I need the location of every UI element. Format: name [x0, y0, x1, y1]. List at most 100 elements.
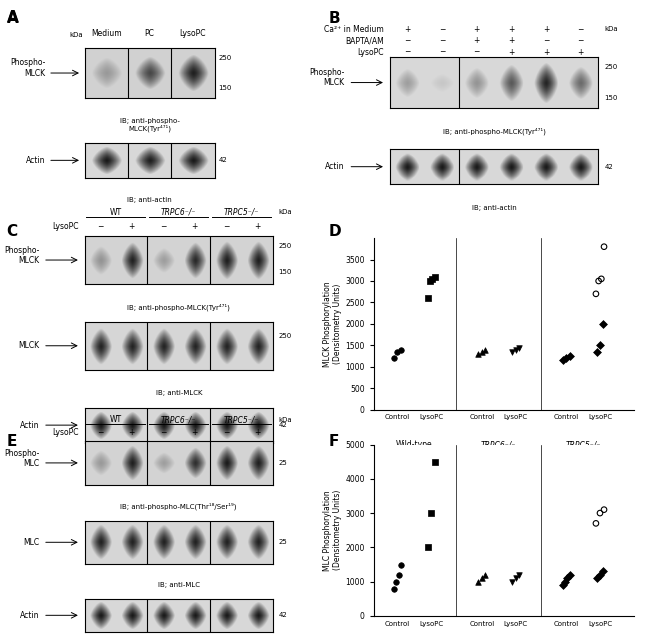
- Text: +: +: [191, 428, 198, 437]
- Text: −: −: [439, 48, 445, 57]
- Text: IB; anti-actin: IB; anti-actin: [157, 464, 201, 469]
- Text: −: −: [577, 36, 584, 45]
- Text: 150: 150: [218, 85, 232, 91]
- Text: WT: WT: [110, 415, 122, 424]
- Point: [514, 570, 524, 580]
- Text: BAPTA/AM: BAPTA/AM: [345, 36, 384, 45]
- Text: −: −: [160, 222, 166, 231]
- Point: [422, 293, 433, 304]
- Text: IB; anti-phospho-MLCK(Tyr⁴⁷¹): IB; anti-phospho-MLCK(Tyr⁴⁷¹): [127, 304, 230, 311]
- Point: [389, 584, 399, 594]
- Text: D: D: [328, 224, 341, 239]
- Text: −: −: [404, 36, 411, 45]
- Text: −: −: [223, 222, 229, 231]
- Text: +: +: [473, 36, 480, 45]
- Text: Actin: Actin: [325, 162, 344, 171]
- Point: [558, 355, 568, 365]
- Text: 150: 150: [279, 269, 292, 275]
- Text: Phospho-
MLCK: Phospho- MLCK: [10, 58, 46, 77]
- Point: [396, 559, 406, 570]
- Point: [514, 343, 524, 353]
- Text: WT: WT: [110, 208, 122, 217]
- Y-axis label: MLCK Phosphorylation
(Densitometry Units): MLCK Phosphorylation (Densitometry Units…: [323, 281, 343, 366]
- Text: Medium: Medium: [91, 29, 122, 39]
- Text: −: −: [97, 222, 103, 231]
- Text: −: −: [160, 428, 166, 437]
- Text: IB; anti-phospho-
MLCK(Tyr⁴⁷¹): IB; anti-phospho- MLCK(Tyr⁴⁷¹): [120, 117, 179, 133]
- Text: +: +: [473, 25, 480, 34]
- Point: [422, 542, 433, 552]
- Point: [591, 518, 601, 528]
- Text: kDa: kDa: [279, 210, 293, 215]
- Point: [592, 573, 602, 584]
- Point: [558, 580, 568, 590]
- Text: MLC: MLC: [23, 538, 39, 547]
- Text: IB; anti-phospho-MLC(Thr¹⁸/Ser¹⁹): IB; anti-phospho-MLC(Thr¹⁸/Ser¹⁹): [120, 503, 237, 510]
- Point: [560, 577, 570, 587]
- Point: [599, 241, 609, 251]
- Text: −: −: [439, 36, 445, 45]
- Text: kDa: kDa: [279, 417, 293, 423]
- Text: −: −: [97, 428, 103, 437]
- Point: [562, 573, 573, 584]
- Text: E: E: [6, 434, 17, 449]
- Text: TRPC5⁻/⁻: TRPC5⁻/⁻: [224, 415, 259, 424]
- Point: [510, 344, 521, 354]
- Point: [595, 570, 605, 580]
- Text: 250: 250: [604, 64, 617, 70]
- Text: MLCK: MLCK: [18, 341, 39, 351]
- Text: PC: PC: [144, 29, 155, 39]
- Text: TRPC6⁻/⁻: TRPC6⁻/⁻: [161, 415, 196, 424]
- Text: LysoPC: LysoPC: [358, 48, 384, 57]
- Text: TRPC5⁻/⁻: TRPC5⁻/⁻: [224, 208, 259, 217]
- Point: [595, 340, 605, 351]
- Text: IB; anti-MLC: IB; anti-MLC: [158, 582, 200, 588]
- Text: F: F: [328, 434, 339, 449]
- Text: TRPC6⁻/⁻: TRPC6⁻/⁻: [481, 441, 516, 450]
- Point: [473, 577, 484, 587]
- Point: [599, 505, 609, 515]
- Text: IB; anti-actin: IB; anti-actin: [472, 205, 516, 211]
- Point: [598, 566, 608, 577]
- Point: [430, 272, 440, 282]
- Text: kDa: kDa: [604, 26, 618, 32]
- Point: [561, 353, 571, 363]
- Point: [473, 349, 484, 359]
- Point: [425, 276, 436, 286]
- Text: Actin: Actin: [20, 611, 39, 620]
- Text: IB; anti-phospho-MLCK(Tyr⁴⁷¹): IB; anti-phospho-MLCK(Tyr⁴⁷¹): [443, 127, 545, 135]
- Point: [393, 570, 404, 580]
- Text: Wild-type: Wild-type: [396, 441, 433, 450]
- Text: 250: 250: [279, 243, 292, 249]
- Text: 42: 42: [604, 164, 613, 170]
- Point: [427, 274, 437, 284]
- Text: Actin: Actin: [26, 156, 46, 165]
- Point: [591, 289, 601, 299]
- Point: [396, 344, 406, 354]
- Text: 150: 150: [604, 95, 617, 101]
- Text: −: −: [439, 25, 445, 34]
- Point: [510, 573, 521, 584]
- Text: IB; anti-actin: IB; anti-actin: [127, 197, 172, 203]
- Text: +: +: [129, 222, 135, 231]
- Text: kDa: kDa: [70, 32, 83, 39]
- Text: LysoPC: LysoPC: [179, 29, 206, 39]
- Point: [598, 319, 608, 329]
- Text: −: −: [577, 25, 584, 34]
- Text: 42: 42: [218, 157, 227, 163]
- Text: 42: 42: [279, 422, 287, 428]
- Text: +: +: [254, 222, 261, 231]
- Text: +: +: [543, 48, 549, 57]
- Text: +: +: [508, 25, 515, 34]
- Point: [476, 573, 487, 584]
- Text: Phospho-
MLCK: Phospho- MLCK: [309, 68, 344, 87]
- Point: [426, 508, 436, 518]
- Point: [480, 570, 490, 580]
- Text: −: −: [223, 428, 229, 437]
- Text: Phospho-
MLC: Phospho- MLC: [4, 449, 39, 468]
- Text: B: B: [328, 11, 340, 27]
- Text: 25: 25: [279, 539, 287, 545]
- Text: TRPC6⁻/⁻: TRPC6⁻/⁻: [161, 208, 196, 217]
- Text: −: −: [543, 36, 549, 45]
- Point: [430, 457, 440, 467]
